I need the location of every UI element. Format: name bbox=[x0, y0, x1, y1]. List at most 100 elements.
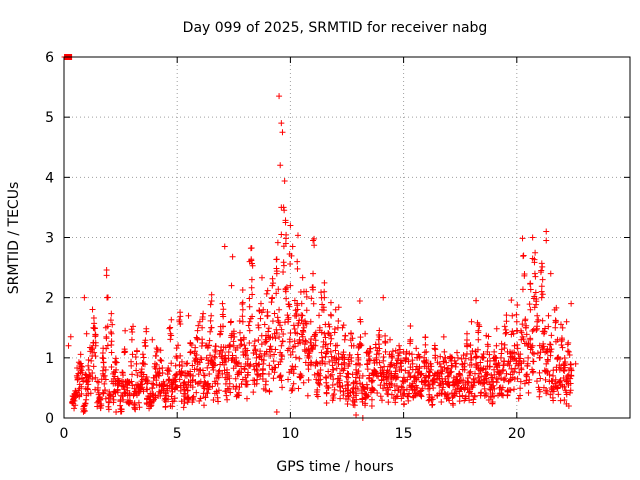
data-point bbox=[254, 376, 261, 383]
data-point bbox=[303, 307, 310, 314]
data-point bbox=[214, 380, 221, 387]
data-point bbox=[339, 382, 346, 389]
data-point bbox=[395, 355, 402, 362]
data-point bbox=[80, 408, 87, 415]
data-point bbox=[294, 330, 301, 337]
data-point bbox=[157, 347, 164, 354]
data-point bbox=[260, 306, 267, 313]
data-point bbox=[67, 333, 74, 340]
data-point bbox=[309, 286, 316, 293]
data-point bbox=[171, 395, 178, 402]
data-point bbox=[258, 274, 265, 281]
data-point bbox=[327, 311, 334, 318]
data-point bbox=[363, 392, 370, 399]
data-point bbox=[285, 316, 292, 323]
data-point bbox=[357, 316, 364, 323]
data-point bbox=[140, 354, 147, 361]
data-point bbox=[464, 343, 471, 350]
data-point bbox=[177, 352, 184, 359]
data-point bbox=[335, 356, 342, 363]
data-point bbox=[202, 393, 209, 400]
data-point bbox=[477, 359, 484, 366]
data-point bbox=[436, 382, 443, 389]
data-point bbox=[528, 344, 535, 351]
data-point bbox=[212, 362, 219, 369]
data-point bbox=[467, 368, 474, 375]
data-point bbox=[103, 345, 110, 352]
data-point bbox=[232, 346, 239, 353]
data-point bbox=[109, 321, 116, 328]
data-point bbox=[335, 350, 342, 357]
data-point bbox=[170, 398, 177, 405]
data-point bbox=[347, 330, 354, 337]
data-point bbox=[187, 368, 194, 375]
data-point bbox=[310, 237, 317, 244]
data-point bbox=[398, 383, 405, 390]
data-point bbox=[237, 342, 244, 349]
data-point bbox=[149, 391, 156, 398]
data-point bbox=[479, 354, 486, 361]
data-point bbox=[315, 370, 322, 377]
data-point bbox=[144, 386, 151, 393]
data-point bbox=[279, 338, 286, 345]
data-point bbox=[176, 317, 183, 324]
data-point bbox=[232, 385, 239, 392]
data-point bbox=[416, 365, 423, 372]
data-point bbox=[126, 400, 133, 407]
data-point bbox=[288, 252, 295, 259]
data-point bbox=[328, 353, 335, 360]
data-point bbox=[400, 391, 407, 398]
data-point bbox=[322, 374, 329, 381]
x-tick-label: 0 bbox=[60, 426, 69, 442]
data-point bbox=[72, 402, 79, 409]
data-point bbox=[563, 318, 570, 325]
data-point bbox=[439, 368, 446, 375]
data-point bbox=[273, 265, 280, 272]
data-point bbox=[344, 401, 351, 408]
data-point bbox=[483, 371, 490, 378]
data-point bbox=[550, 397, 557, 404]
data-point bbox=[177, 387, 184, 394]
data-point bbox=[260, 360, 267, 367]
data-point bbox=[293, 313, 300, 320]
data-point bbox=[356, 298, 363, 305]
data-point bbox=[105, 406, 112, 413]
data-point bbox=[363, 381, 370, 388]
data-point bbox=[87, 348, 94, 355]
data-point bbox=[139, 376, 146, 383]
data-point bbox=[452, 360, 459, 367]
data-point bbox=[361, 386, 368, 393]
data-point bbox=[521, 380, 528, 387]
data-point bbox=[266, 387, 273, 394]
data-point bbox=[407, 323, 414, 330]
data-point bbox=[486, 363, 493, 370]
data-point bbox=[191, 348, 198, 355]
data-point bbox=[404, 393, 411, 400]
data-point bbox=[340, 322, 347, 329]
data-point bbox=[355, 368, 362, 375]
data-point bbox=[561, 383, 568, 390]
data-point bbox=[422, 341, 429, 348]
data-point bbox=[78, 383, 85, 390]
data-point bbox=[427, 360, 434, 367]
data-point bbox=[557, 397, 564, 404]
data-point bbox=[519, 286, 526, 293]
data-point bbox=[507, 358, 514, 365]
data-point bbox=[471, 392, 478, 399]
data-point bbox=[349, 397, 356, 404]
data-point bbox=[527, 335, 534, 342]
data-point bbox=[294, 232, 301, 239]
data-point bbox=[130, 392, 137, 399]
data-point bbox=[379, 385, 386, 392]
data-point bbox=[419, 385, 426, 392]
data-point bbox=[304, 392, 311, 399]
data-point bbox=[160, 383, 167, 390]
data-point bbox=[95, 379, 102, 386]
data-point bbox=[400, 374, 407, 381]
data-point bbox=[555, 391, 562, 398]
data-point bbox=[565, 339, 572, 346]
data-point bbox=[461, 360, 468, 367]
data-point bbox=[329, 397, 336, 404]
data-point bbox=[382, 332, 389, 339]
data-point bbox=[556, 355, 563, 362]
